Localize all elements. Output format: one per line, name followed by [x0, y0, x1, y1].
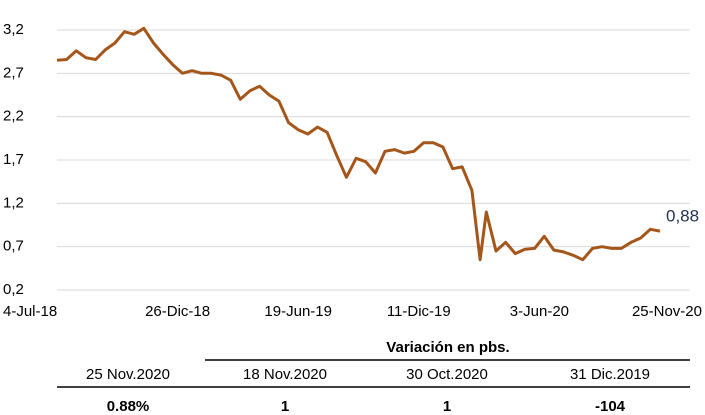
y-tick-label: 2,7: [3, 64, 24, 81]
table-column: 18 Nov.2020: [243, 366, 327, 383]
x-tick-label: 26-Dic-18: [145, 303, 210, 320]
end-label: 0,88: [666, 207, 699, 226]
table-column: 30 Oct.2020: [406, 366, 488, 383]
line: [56, 26, 661, 262]
table-cell: 1: [443, 398, 451, 415]
y-tick-label: 1,2: [3, 194, 24, 211]
x-tick-label: 4-Jul-18: [3, 303, 57, 320]
y-tick-label: 2,2: [3, 108, 24, 125]
y-tick-label: 1,7: [3, 151, 24, 168]
table-cell: 1: [281, 398, 289, 415]
table-cell: -104: [595, 398, 626, 415]
x-tick-label: 25-Nov-20: [632, 303, 702, 320]
table-cell: 0.88%: [107, 398, 150, 415]
y-tick-label: 0,7: [3, 238, 24, 255]
x-tick-label: 19-Jun-19: [264, 303, 332, 320]
table-column: 31 Dic.2019: [570, 366, 650, 383]
x-tick-label: 3-Jun-20: [510, 303, 569, 320]
y-tick-label: 0,2: [3, 281, 24, 298]
y-tick-label: 3,2: [3, 21, 24, 38]
x-tick-label: 11-Dic-19: [387, 303, 451, 320]
table-column: 25 Nov.2020: [86, 366, 170, 383]
table-group-header: Variación en pbs.: [386, 339, 509, 356]
